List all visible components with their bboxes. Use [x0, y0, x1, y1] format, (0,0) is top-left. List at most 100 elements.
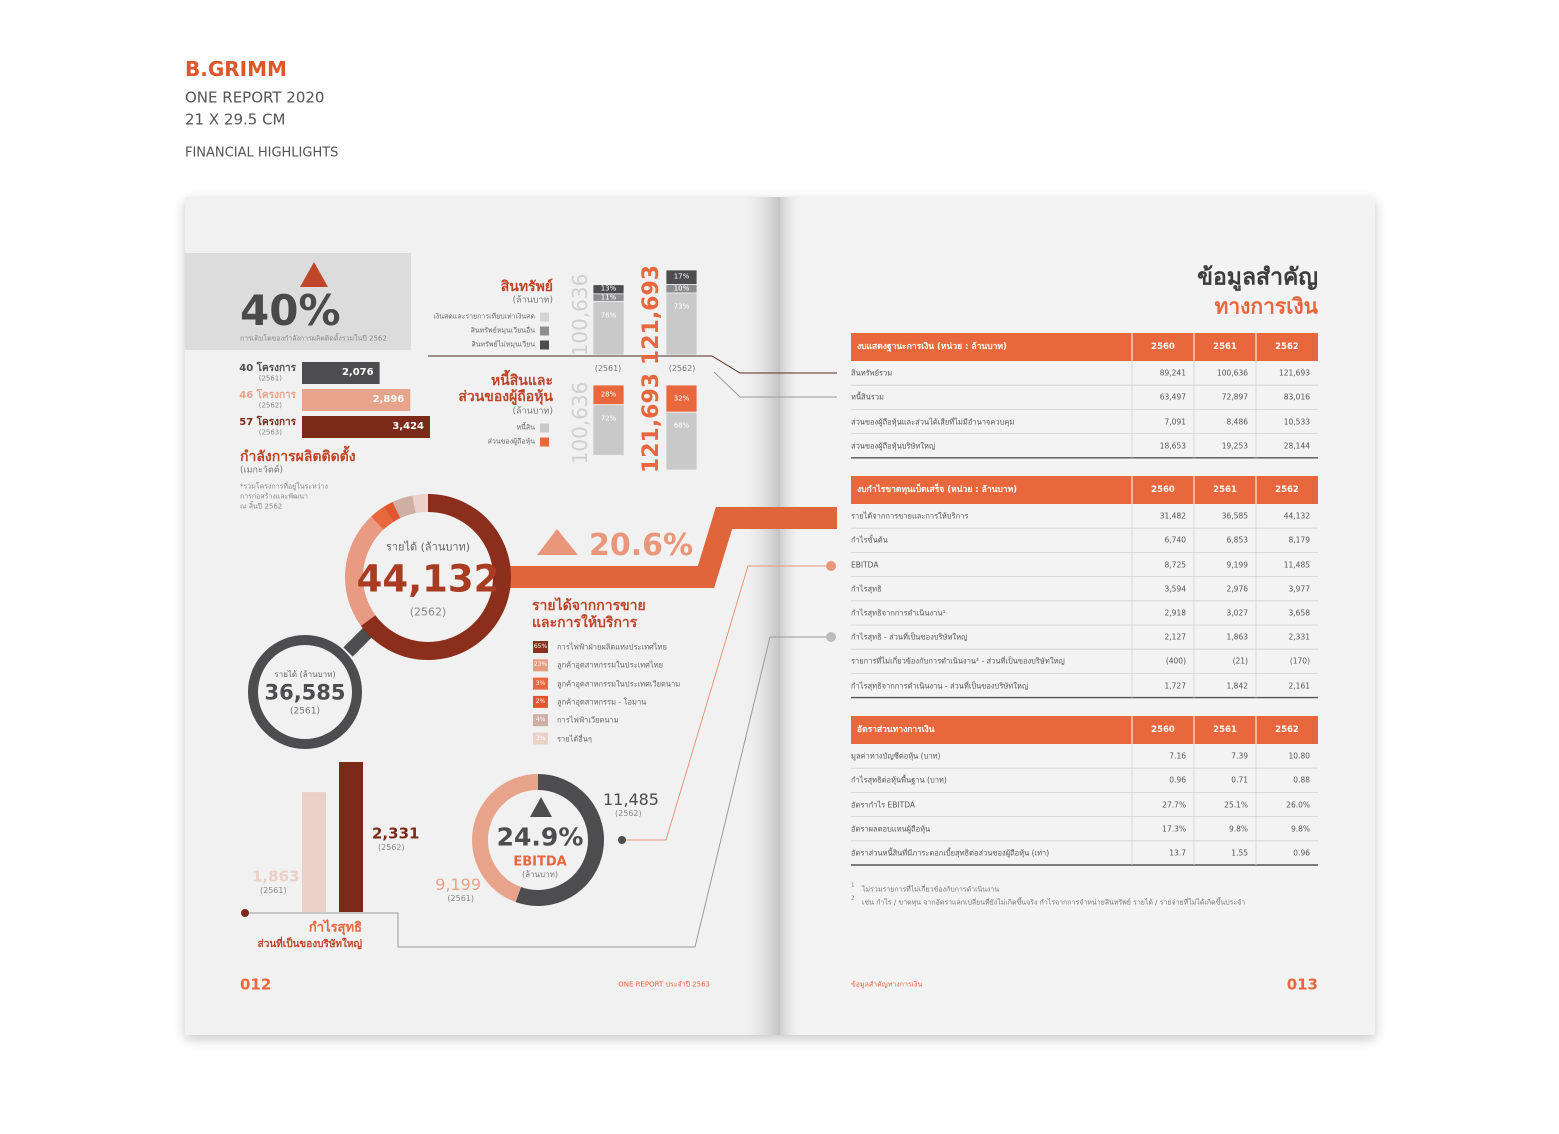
table-cell: 25.1%	[1224, 799, 1248, 809]
capacity-year: (2563)	[258, 428, 282, 437]
table-cell: 8,486	[1226, 416, 1248, 426]
revenue-segment	[383, 501, 401, 523]
share-label: การไฟฟ้าฝ่ายผลิตแห่งประเทศไทย	[557, 642, 667, 652]
table-cell: 2,918	[1164, 608, 1186, 618]
share-label: การไฟฟ้าเวียดนาม	[557, 715, 619, 725]
table-cell: 1,863	[1226, 632, 1248, 642]
table-cell: 8,179	[1288, 535, 1310, 545]
table-cell: 6,740	[1164, 535, 1186, 545]
revenue-title: และการให้บริการ	[532, 615, 638, 631]
ebitda-value: 9,199	[435, 875, 481, 894]
table-cell: กำไรสุทธิจากการดำเนินงาน¹	[851, 608, 946, 618]
table-cell: 36,585	[1221, 511, 1248, 521]
stack-segment	[665, 292, 698, 356]
revenue-segment	[412, 494, 429, 514]
table-header-cell: 2560	[1151, 341, 1175, 352]
gutter-shade	[780, 197, 802, 1035]
segment-label: 28%	[600, 390, 617, 399]
year-label: (2561)	[594, 364, 622, 373]
table-cell: ส่วนของผู้ถือหุ้นและส่วนได้เสียที่ไม่มีอ…	[851, 416, 1015, 426]
legend-label: ส่วนของผู้ถือหุ้น	[487, 437, 535, 446]
table-cell: 2,976	[1226, 583, 1248, 593]
table-header	[851, 333, 1318, 361]
ebitda-year: (2562)	[615, 809, 642, 818]
share-label: ลูกค้าอุตสาหกรรม - โอมาน	[557, 697, 647, 707]
gutter-shade	[740, 197, 780, 1035]
connector	[428, 355, 837, 374]
segment-label: 17%	[673, 272, 690, 281]
ebitda-growth: 24.9%	[496, 822, 584, 852]
running-footer: ONE REPORT ประจำปี 2563	[618, 980, 710, 989]
footnote: ไม่รวมรายการที่ไม่เกี่ยวข้องกับการดำเนิน…	[862, 885, 1000, 894]
growth-value: 40%	[240, 286, 341, 335]
table-header-cell: 2562	[1275, 341, 1299, 352]
table-cell: 0.88	[1293, 775, 1310, 785]
table-cell: (400)	[1165, 656, 1186, 666]
table-cell: หนี้สินรวม	[851, 392, 884, 402]
table-cell: 27.7%	[1162, 799, 1186, 809]
profit-bar	[339, 762, 363, 912]
table-cell: 9,199	[1226, 559, 1248, 569]
segment-label: 68%	[673, 421, 690, 430]
revenue-growth: 20.6%	[589, 528, 694, 563]
legend-label: หนี้สิน	[516, 423, 535, 432]
capacity-value: 2,076	[341, 367, 374, 378]
legend-swatch	[540, 437, 549, 447]
table-cell: กำไรขั้นต้น	[851, 535, 888, 545]
connector-dot	[826, 561, 836, 571]
table-cell: 0.96	[1293, 848, 1310, 858]
table-cell: 7.39	[1231, 751, 1248, 761]
table-cell: 3,658	[1288, 608, 1310, 618]
stack-segment	[665, 411, 698, 471]
profit-value: 1,863	[252, 867, 300, 886]
ebitda-value: 11,485	[603, 790, 659, 809]
share-label: ลูกค้าอุตสาหกรรมในประเทศเวียดนาม	[557, 678, 681, 688]
capacity-note: *รวมโครงการที่อยู่ในระหว่าง	[240, 482, 328, 491]
page-number: 012	[240, 975, 272, 994]
segment-label: 76%	[600, 311, 617, 320]
segment-label: 13%	[600, 284, 617, 293]
table-header-cell: 2562	[1275, 484, 1299, 495]
stack-segment	[665, 384, 698, 413]
growth-triangle	[530, 797, 552, 817]
capacity-unit: (เมกะวัตต์)	[240, 465, 284, 476]
revenue-label: รายได้ (ล้านบาท)	[274, 670, 336, 679]
table-cell: 26.0%	[1286, 799, 1310, 809]
table-header-cell: อัตราส่วนทางการเงิน	[857, 724, 935, 735]
table-cell: 63,497	[1159, 392, 1186, 402]
table-cell: 44,132	[1283, 511, 1310, 521]
table-cell: 3,977	[1288, 583, 1310, 593]
table-cell: 0.71	[1231, 775, 1248, 785]
table-cell: 9.8%	[1228, 823, 1248, 833]
ebitda-segment	[515, 774, 604, 906]
table-cell: กำไรสุทธิ - ส่วนที่เป็นของบริษัทใหญ่	[851, 632, 968, 642]
table-cell: 2,127	[1164, 632, 1186, 642]
connector-dot	[241, 909, 249, 917]
revenue-segment	[392, 495, 417, 519]
capacity-note: การก่อสร้างและพัฒนา	[240, 492, 308, 501]
table-cell: 7,091	[1164, 416, 1186, 426]
ebitda-year: (2561)	[447, 894, 474, 903]
growth-caption: การเติบโตของกำลังการผลิตติดตั้งรวมในปี 2…	[240, 334, 387, 343]
segment-label: 32%	[673, 394, 690, 403]
table-cell: 13.7	[1169, 848, 1186, 858]
share-value: 2%	[535, 697, 546, 705]
revenue-year: (2561)	[290, 706, 320, 717]
revenue-segment	[345, 516, 384, 626]
stack-segment	[592, 301, 625, 356]
liabilities-title: หนี้สินและ	[490, 373, 553, 389]
revenue-label: รายได้ (ล้านบาท)	[385, 540, 471, 554]
stack-total: 100,636	[568, 273, 592, 357]
share-badge	[533, 677, 548, 690]
capacity-label: 57 โครงการ	[239, 417, 296, 428]
revenue-segment	[360, 494, 511, 660]
table-cell: (170)	[1289, 656, 1310, 666]
table-cell: 9.8%	[1290, 823, 1310, 833]
profit-title: ส่วนที่เป็นของบริษัทใหญ่	[257, 939, 362, 950]
page-title: ทางการเงิน	[1214, 294, 1318, 319]
legend-label: สินทรัพย์หมุนเวียนอื่น	[470, 326, 535, 335]
table-cell: 2,161	[1288, 680, 1310, 690]
stack-total: 121,693	[639, 264, 664, 366]
